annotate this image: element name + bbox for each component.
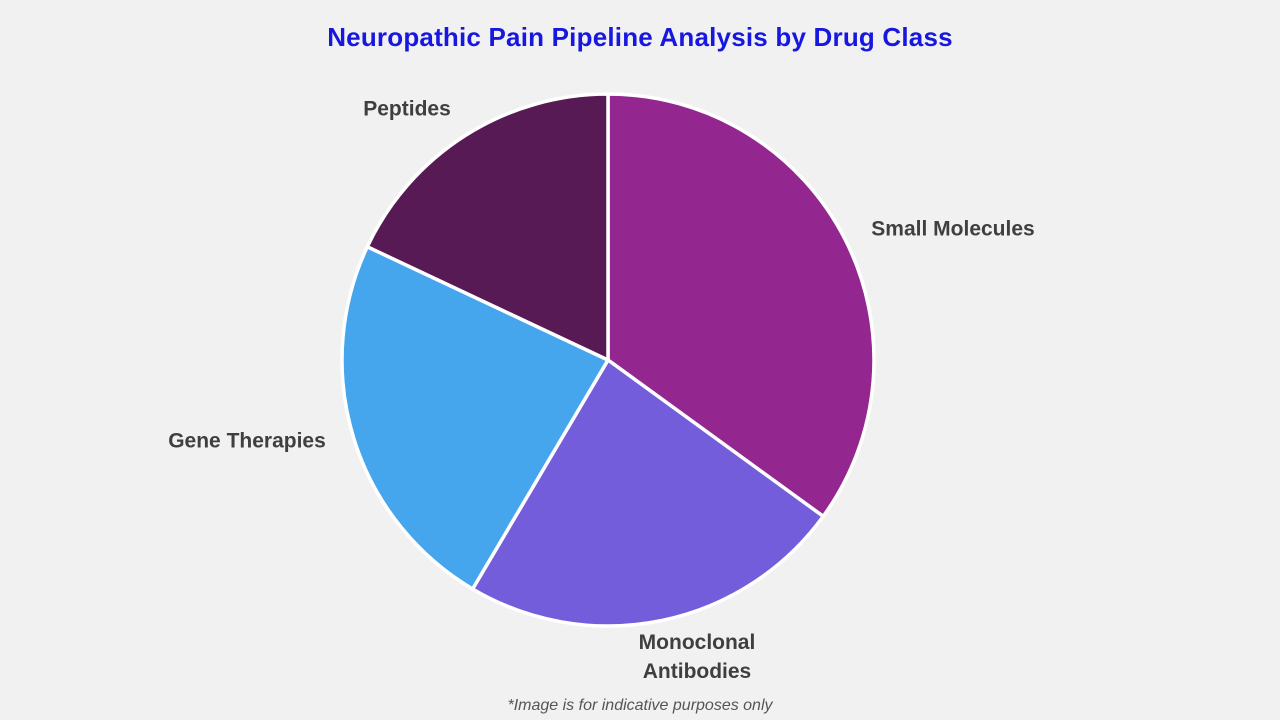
- pie-slice-gene-therapies: [340, 244, 610, 591]
- slice-label-peptides: Peptides: [363, 97, 451, 121]
- pie-slice-small-molecules: [606, 92, 876, 519]
- chart-title: Neuropathic Pain Pipeline Analysis by Dr…: [327, 22, 953, 52]
- pie-slice-peptides: [365, 92, 610, 362]
- footnote: *Image is for indicative purposes only: [507, 697, 773, 714]
- slice-label-monoclonal-antibodies: Monoclonal Antibodies: [638, 631, 756, 683]
- slice-label-small-molecules: Small Molecules: [871, 217, 1035, 241]
- pie-slice-monoclonal-antibodies: [470, 358, 825, 628]
- slice-label-gene-therapies: Gene Therapies: [168, 429, 326, 453]
